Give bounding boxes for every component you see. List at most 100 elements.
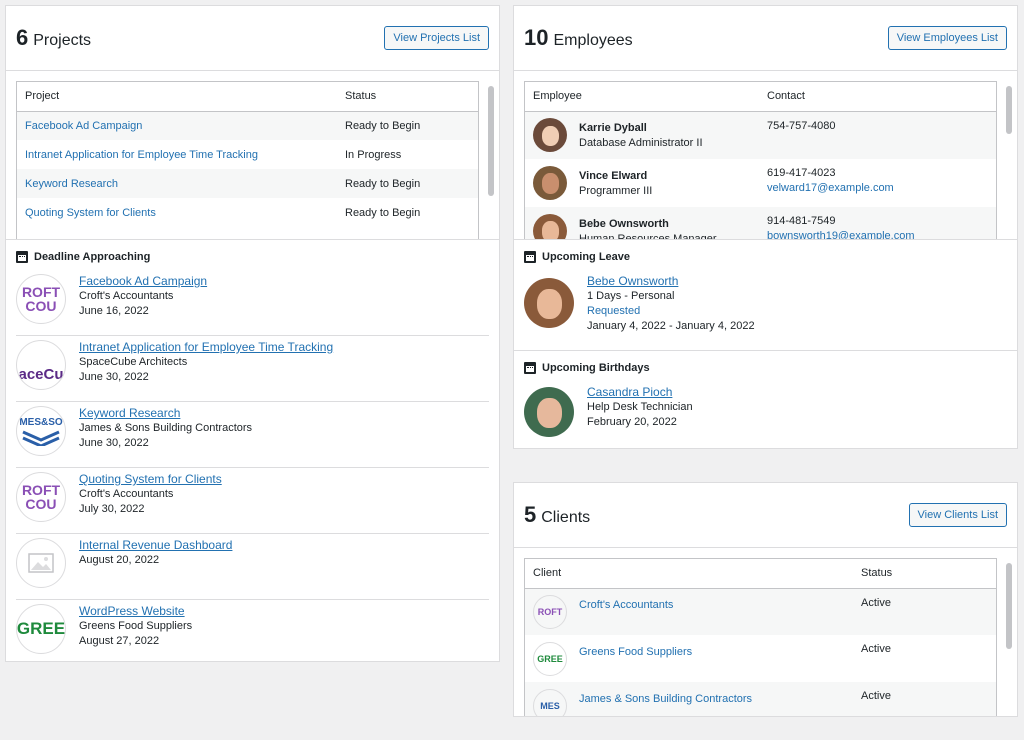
leave-type: 1 Days - Personal	[587, 290, 675, 302]
view-employees-list-button[interactable]: View Employees List	[887, 26, 1007, 50]
employees-scrollbar[interactable]	[1006, 82, 1012, 239]
clients-scroll-thumb[interactable]	[1006, 563, 1012, 649]
client-link[interactable]: Croft's Accountants	[579, 598, 674, 611]
deadline-project-link[interactable]: Intranet Application for Employee Time T…	[79, 340, 334, 354]
clients-col-status: Status	[853, 559, 996, 589]
deadline-client: SpaceCube Architects	[79, 356, 188, 368]
employees-count: 10	[524, 25, 549, 50]
employees-title: 10 Employees	[524, 25, 633, 51]
table-row: Keyword Research Ready to Begin	[17, 169, 478, 198]
project-status: Ready to Begin	[337, 111, 478, 140]
client-status: Active	[861, 643, 891, 655]
view-projects-list-button[interactable]: View Projects List	[384, 26, 489, 50]
table-row: Facebook Ad Campaign Ready to Begin	[17, 111, 478, 140]
client-status: Active	[853, 588, 996, 635]
clients-col-client: Client	[525, 559, 853, 589]
projects-header: 6 Projects View Projects List	[6, 6, 499, 71]
client-logo: ROFT COU	[16, 274, 66, 324]
deadline-item: MES&SO Keyword Research James & Sons Bui…	[6, 406, 499, 464]
deadline-project-link[interactable]: Keyword Research	[79, 406, 181, 420]
projects-card: 6 Projects View Projects List Project St…	[5, 5, 500, 662]
project-link[interactable]: Quoting System for Clients	[25, 206, 156, 219]
deadline-title: Deadline Approaching	[34, 251, 151, 263]
deadline-project-link[interactable]: WordPress Website	[79, 604, 185, 618]
employees-title-label: Employees	[553, 32, 633, 49]
deadline-date: July 30, 2022	[79, 503, 145, 515]
deadline-client: James & Sons Building Contractors	[79, 422, 253, 434]
deadline-item: GREE WordPress Website Greens Food Suppl…	[6, 604, 499, 661]
deadline-item: Internal Revenue Dashboard August 20, 20…	[6, 538, 499, 596]
client-logo: ROFT	[533, 594, 567, 629]
client-logo: GREE	[16, 604, 66, 654]
project-status: Ready to Begin	[337, 169, 478, 198]
deadline-project-link[interactable]: Facebook Ad Campaign	[79, 274, 208, 288]
employee-avatar	[533, 214, 567, 239]
table-row: Karrie Dyball Database Administrator II …	[525, 111, 996, 159]
employee-role: Human Resources Manager	[579, 232, 717, 240]
clients-scrollbar[interactable]	[1006, 559, 1012, 716]
employee-phone: 914-481-7549	[767, 215, 836, 227]
leave-status: Requested	[587, 305, 641, 317]
placeholder-image-icon	[16, 538, 66, 588]
leave-employee-link[interactable]: Bebe Ownsworth	[587, 274, 679, 288]
employees-scroll-thumb[interactable]	[1006, 86, 1012, 134]
projects-title: 6 Projects	[16, 25, 91, 51]
employee-phone: 754-757-4080	[767, 119, 836, 132]
employee-avatar	[533, 118, 567, 153]
employees-col-contact: Contact	[759, 82, 996, 112]
deadline-project-link[interactable]: Internal Revenue Dashboard	[79, 538, 233, 552]
employees-table: Employee Contact Karrie Dyball Database …	[524, 81, 997, 239]
client-logo: MES&SO	[16, 406, 66, 456]
table-row: MES James & Sons Building Contractors Ac…	[525, 682, 996, 716]
project-link[interactable]: Facebook Ad Campaign	[25, 119, 143, 132]
leave-item: Bebe Ownsworth 1 Days - Personal Request…	[514, 274, 1017, 346]
projects-count: 6	[16, 25, 29, 50]
chevron-logo-icon	[22, 430, 60, 446]
clients-title-label: Clients	[541, 509, 591, 526]
client-link[interactable]: Greens Food Suppliers	[579, 645, 693, 658]
clients-title: 5 Clients	[524, 502, 590, 528]
employee-role: Database Administrator II	[579, 136, 703, 149]
employee-avatar	[524, 278, 574, 328]
table-row: ROFT Croft's Accountants Active	[525, 588, 996, 635]
employee-name: Karrie Dyball	[579, 121, 647, 134]
employee-avatar	[533, 166, 567, 200]
client-status: Active	[853, 682, 996, 716]
table-row: Quoting System for Clients Ready to Begi…	[17, 198, 478, 227]
leave-dates: January 4, 2022 - January 4, 2022	[587, 320, 755, 332]
clients-header: 5 Clients View Clients List	[514, 483, 1017, 548]
client-link[interactable]: James & Sons Building Contractors	[579, 692, 753, 705]
calendar-icon	[16, 251, 28, 263]
leave-section-title: Upcoming Leave	[514, 240, 1017, 274]
projects-scroll-thumb[interactable]	[488, 86, 494, 196]
deadline-item: ROFT COU Quoting System for Clients Croft…	[6, 472, 499, 530]
projects-table: Project Status Facebook Ad Campaign Read…	[16, 81, 479, 239]
deadline-section-title: Deadline Approaching	[6, 240, 499, 274]
project-status: Ready to Begin	[345, 206, 421, 219]
projects-col-project: Project	[17, 82, 337, 112]
employees-col-employee: Employee	[525, 82, 759, 112]
projects-title-label: Projects	[33, 32, 92, 49]
employees-card: 10 Employees View Employees List Employe…	[513, 5, 1018, 449]
deadline-date: August 20, 2022	[79, 554, 160, 566]
clients-card: 5 Clients View Clients List Client Statu…	[513, 482, 1018, 717]
projects-scrollbar[interactable]	[488, 82, 494, 239]
clients-count: 5	[524, 502, 537, 527]
deadline-item: aceCu Intranet Application for Employee …	[6, 340, 499, 398]
project-status: In Progress	[345, 148, 402, 161]
employee-phone: 619-417-4023	[767, 167, 836, 179]
employee-role: Programmer III	[579, 184, 653, 197]
deadline-project-link[interactable]: Quoting System for Clients	[79, 472, 222, 486]
employee-email-link[interactable]: bownsworth19@example.com	[767, 230, 915, 239]
table-row: GREE Greens Food Suppliers Active	[525, 635, 996, 682]
client-logo: MES	[533, 688, 567, 716]
project-link[interactable]: Intranet Application for Employee Time T…	[25, 148, 258, 161]
birthday-employee-link[interactable]: Casandra Pioch	[587, 385, 673, 399]
birthday-date: February 20, 2022	[587, 416, 677, 428]
birthday-role: Help Desk Technician	[587, 401, 693, 413]
project-link[interactable]: Keyword Research	[25, 177, 118, 190]
client-logo: aceCu	[16, 340, 66, 390]
deadline-date: June 30, 2022	[79, 437, 149, 449]
employee-email-link[interactable]: velward17@example.com	[767, 182, 894, 194]
view-clients-list-button[interactable]: View Clients List	[908, 503, 1007, 527]
